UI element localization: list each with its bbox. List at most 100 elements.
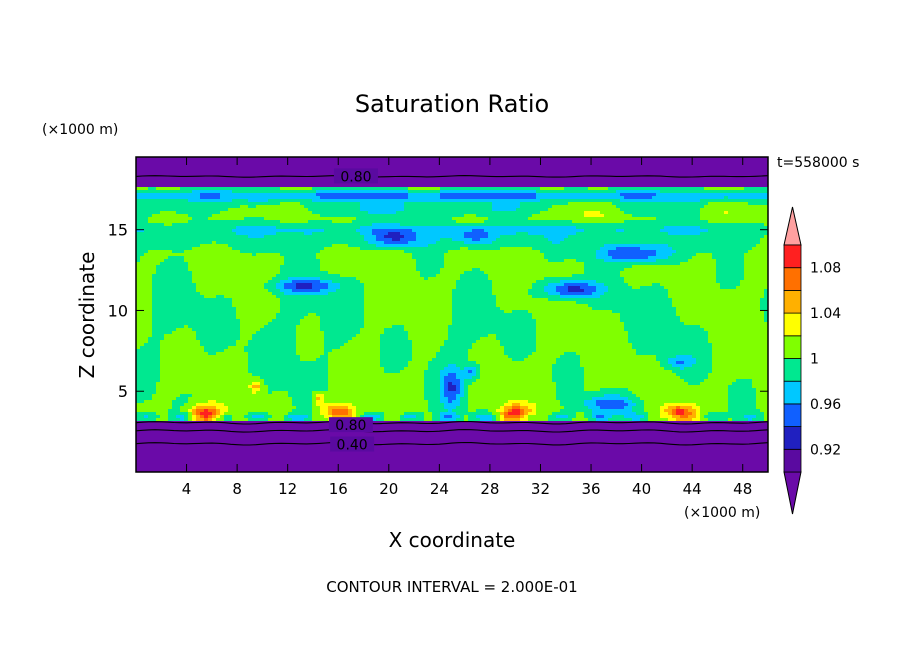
field-cell [612,157,617,161]
field-cell [572,172,577,176]
field-cell [704,157,709,161]
field-cell [308,169,313,173]
field-cell [648,166,653,170]
field-cell [224,163,229,167]
field-cell [620,166,625,170]
field-cell [248,160,253,164]
field-cell [220,157,225,161]
field-cell [200,178,205,182]
field-cell [204,160,209,164]
field-cell [220,160,225,164]
field-cell [508,160,513,164]
time-label: t=558000 s [777,155,859,171]
field-cell [700,160,705,164]
field-cell [448,169,453,173]
field-cell [340,157,345,161]
field-cell [320,163,325,167]
field-cell [328,163,333,167]
field-cell [468,160,473,164]
field-cell [692,157,697,161]
field-cell [404,178,409,182]
field-cell [696,169,701,173]
field-cell [436,160,441,164]
field-cell [724,157,729,161]
field-cell [636,160,641,164]
field-cell [420,163,425,167]
field-cell [152,160,157,164]
field-cell [192,163,197,167]
field-cell [636,175,641,179]
field-cell [456,175,461,179]
field-cell [524,166,529,170]
field-cell [540,163,545,167]
field-cell [216,157,221,161]
field-cell [704,160,709,164]
field-cell [212,169,217,173]
field-cell [704,163,709,167]
field-cell [460,169,465,173]
field-cell [260,157,265,161]
field-cell [532,163,537,167]
field-cell [168,172,173,176]
field-cell [672,166,677,170]
field-cell [724,166,729,170]
field-cell [208,169,213,173]
field-cell [228,178,233,182]
field-cell [628,163,633,167]
field-cell [240,160,245,164]
field-cell [228,157,233,161]
field-cell [724,163,729,167]
field-cell [572,160,577,164]
field-cell [692,172,697,176]
field-cell [452,169,457,173]
field-cell [604,160,609,164]
field-cell [284,166,289,170]
field-cell [428,166,433,170]
field-cell [212,160,217,164]
field-cell [316,172,321,176]
field-cell [600,160,605,164]
field-cell [640,169,645,173]
field-cell [588,157,593,161]
field-cell [272,157,277,161]
field-cell [520,178,525,182]
field-cell [256,157,261,161]
field-cell [472,175,477,179]
field-cell [732,157,737,161]
field-cell [728,169,733,173]
field-cell [480,160,485,164]
field-cell [484,178,489,182]
field-cell [444,160,449,164]
field-cell [532,166,537,170]
field-cell [628,166,633,170]
field-cell [752,160,757,164]
field-cell [528,172,533,176]
field-cell [384,169,389,173]
field-cell [480,157,485,161]
field-cell [628,172,633,176]
field-cell [416,157,421,161]
field-cell [176,172,181,176]
field-cell [492,163,497,167]
field-cell [468,178,473,182]
field-cell [480,175,485,179]
field-cell [552,166,557,170]
field-cell [504,163,509,167]
field-cell [420,172,425,176]
field-cell [660,157,665,161]
field-cell [612,163,617,167]
field-cell [316,163,321,167]
field-cell [760,163,765,167]
field-cell [148,169,153,173]
field-cell [496,172,501,176]
field-cell [472,172,477,176]
field-cell [404,157,409,161]
field-cell [184,169,189,173]
field-cell [288,172,293,176]
field-cell [744,163,749,167]
field-cell [748,163,753,167]
field-cell [340,166,345,170]
field-cell [152,166,157,170]
field-cell [408,178,413,182]
field-cell [364,160,369,164]
